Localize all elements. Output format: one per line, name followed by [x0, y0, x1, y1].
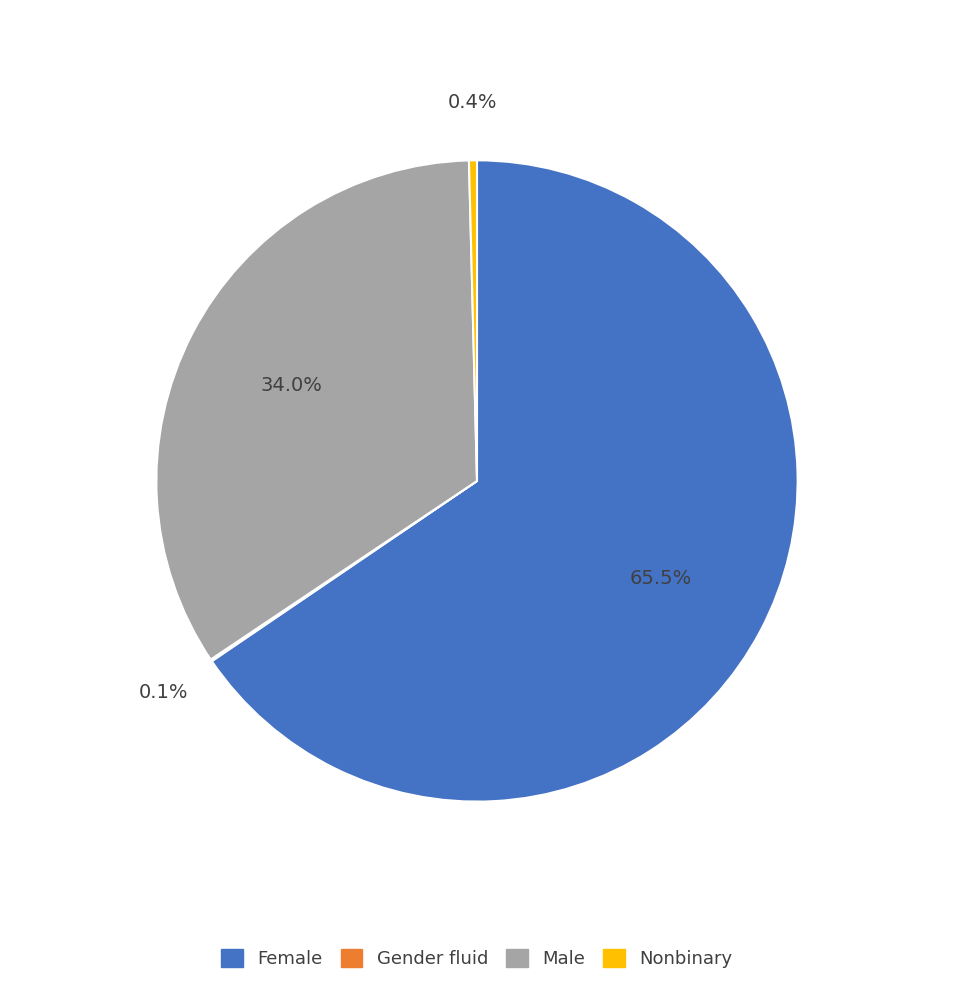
- Text: 0.4%: 0.4%: [447, 93, 497, 112]
- Wedge shape: [156, 160, 476, 659]
- Wedge shape: [212, 160, 797, 802]
- Wedge shape: [211, 481, 476, 661]
- Legend: Female, Gender fluid, Male, Nonbinary: Female, Gender fluid, Male, Nonbinary: [213, 940, 740, 977]
- Wedge shape: [469, 160, 476, 481]
- Text: 65.5%: 65.5%: [629, 569, 692, 588]
- Text: 0.1%: 0.1%: [138, 683, 188, 702]
- Text: 34.0%: 34.0%: [261, 376, 322, 395]
